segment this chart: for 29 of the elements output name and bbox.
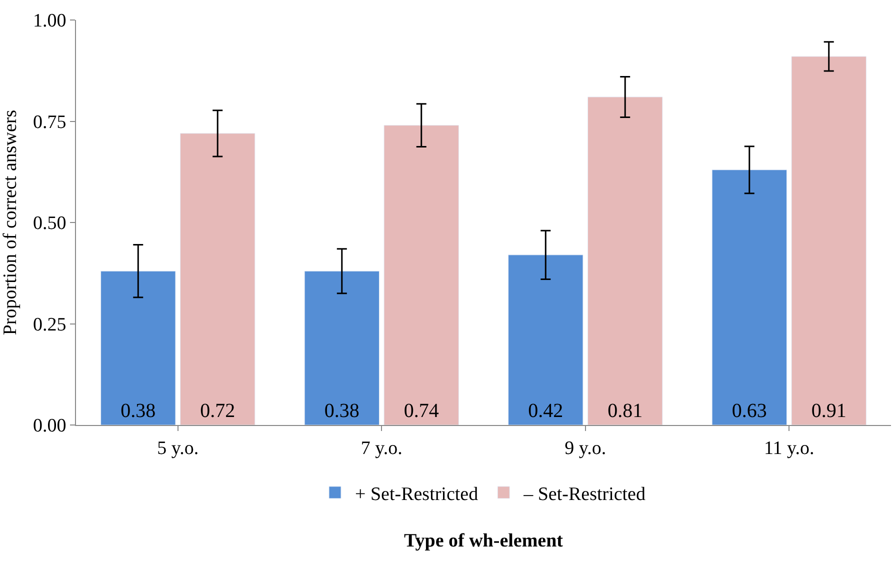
y-axis-title: Proportion of correct answers (0, 110, 21, 336)
y-tick-label: 0.25 (32, 314, 66, 336)
bar (508, 254, 584, 425)
bar (384, 125, 459, 425)
data-label: 0.91 (811, 400, 846, 422)
data-label: 0.81 (608, 400, 643, 422)
y-tick-label: 1.00 (32, 10, 66, 32)
x-tick-label: 7 y.o. (360, 438, 402, 459)
x-tick-label: 9 y.o. (564, 438, 606, 459)
data-label: 0.72 (200, 400, 236, 422)
bar (588, 96, 663, 425)
bar (100, 270, 176, 425)
data-label: 0.74 (404, 400, 439, 422)
bar (712, 170, 787, 425)
bar (304, 270, 380, 425)
y-tick-label: 0.75 (32, 112, 66, 133)
y-tick-label: 0.50 (32, 213, 66, 234)
bar (180, 133, 256, 425)
x-tick-label: 5 y.o. (157, 438, 199, 459)
x-axis-title: Type of wh-element (404, 530, 564, 552)
legend-label: – Set-Restricted (522, 484, 646, 505)
data-label: 0.63 (732, 400, 767, 422)
data-label: 0.38 (324, 400, 360, 422)
data-label: 0.42 (528, 400, 564, 422)
legend-label: + Set-Restricted (355, 484, 479, 505)
x-tick-label: 11 y.o. (764, 438, 814, 459)
bar (791, 56, 866, 425)
y-tick-label: 0.00 (32, 416, 66, 437)
data-label: 0.38 (120, 400, 156, 422)
